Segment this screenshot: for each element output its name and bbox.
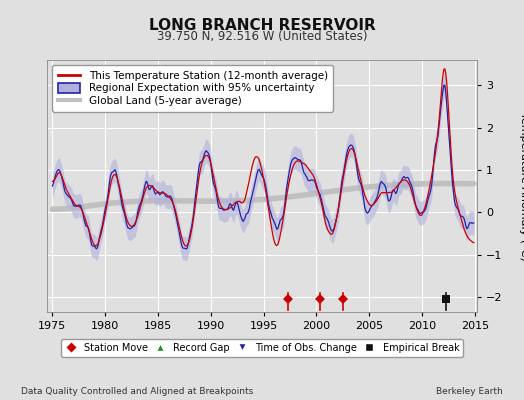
Text: LONG BRANCH RESERVOIR: LONG BRANCH RESERVOIR <box>149 18 375 33</box>
Text: Berkeley Earth: Berkeley Earth <box>436 387 503 396</box>
Legend: This Temperature Station (12-month average), Regional Expectation with 95% uncer: This Temperature Station (12-month avera… <box>52 65 333 112</box>
Legend: Station Move, Record Gap, Time of Obs. Change, Empirical Break: Station Move, Record Gap, Time of Obs. C… <box>61 339 463 357</box>
Y-axis label: Temperature Anomaly (°C): Temperature Anomaly (°C) <box>519 112 524 260</box>
Text: Data Quality Controlled and Aligned at Breakpoints: Data Quality Controlled and Aligned at B… <box>21 387 253 396</box>
Text: 39.750 N, 92.516 W (United States): 39.750 N, 92.516 W (United States) <box>157 30 367 43</box>
